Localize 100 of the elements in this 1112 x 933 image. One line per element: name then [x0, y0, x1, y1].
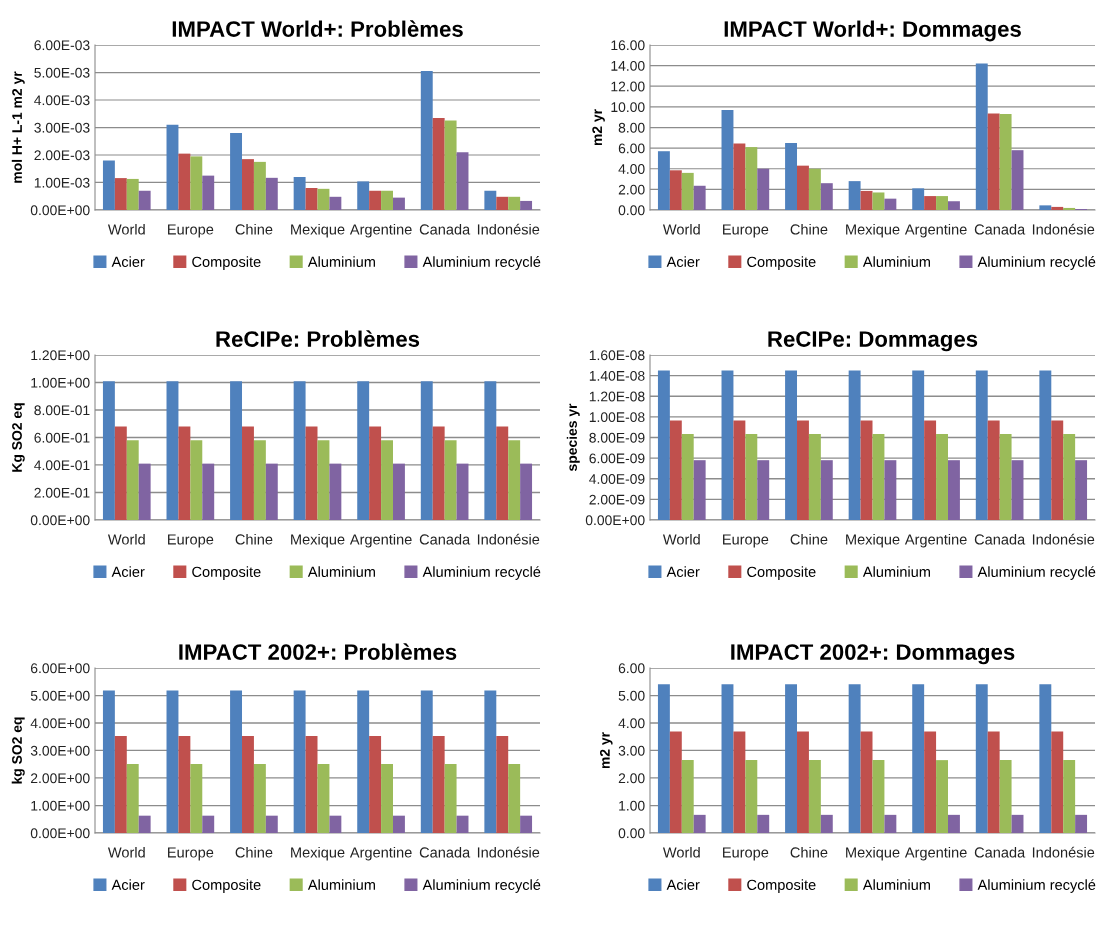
bar — [669, 731, 682, 833]
bar — [392, 197, 405, 210]
bar — [785, 370, 798, 520]
y-tick-label: 4.00 — [618, 164, 645, 174]
bar — [178, 153, 191, 210]
bar — [912, 188, 925, 210]
y-tick-label: 4.00E-01 — [34, 460, 90, 471]
bar — [230, 133, 243, 210]
x-tick-label: Canada — [419, 846, 471, 858]
bar — [1039, 684, 1052, 833]
bar — [305, 735, 318, 833]
bar — [808, 760, 821, 833]
bar — [848, 181, 861, 210]
bar — [317, 188, 330, 210]
bar — [721, 370, 734, 520]
x-tick-label: Indonésie — [1032, 533, 1095, 545]
bar — [126, 440, 139, 520]
bar — [242, 159, 254, 210]
bar — [102, 160, 115, 210]
legend-label: Aluminium recyclé — [422, 256, 541, 270]
bar — [936, 196, 948, 210]
y-tick-label: 5.00E-03 — [34, 67, 90, 78]
x-tick-label: World — [662, 533, 700, 545]
bar — [520, 463, 533, 520]
bar — [230, 690, 243, 833]
bar — [912, 684, 925, 833]
y-tick-label: 0.00E+00 — [30, 205, 90, 216]
legend-label: Composite — [192, 879, 261, 893]
bar — [999, 433, 1012, 520]
bar — [681, 760, 694, 833]
legend-label: Acier — [111, 566, 145, 578]
y-tick-label: 6.00 — [618, 143, 645, 154]
chart-title: IMPACT World+: Problèmes — [172, 20, 463, 37]
y-tick-label: 14.00 — [611, 60, 645, 71]
x-tick-label: Chine — [790, 846, 828, 858]
y-tick-label: 1.20E-08 — [589, 391, 645, 402]
x-tick-label: Indonésie — [1032, 846, 1095, 858]
bar — [242, 426, 254, 520]
bar — [808, 433, 821, 520]
bar — [381, 763, 393, 833]
bar — [230, 381, 243, 520]
x-tick-label: Indonésie — [477, 846, 540, 858]
bar — [456, 152, 469, 210]
bar — [432, 426, 445, 520]
x-tick-label: Mexique — [846, 533, 900, 548]
y-tick-label: 1.00E-08 — [589, 412, 645, 423]
legend-label: Acier — [666, 566, 700, 578]
bar — [924, 196, 937, 210]
bar — [293, 690, 306, 833]
bar — [681, 433, 694, 520]
bar — [987, 731, 1000, 833]
y-tick-label: 5.00E+00 — [30, 690, 90, 701]
bar — [936, 433, 948, 520]
y-axis-title: kg SO2 eq — [11, 717, 25, 784]
bar — [820, 183, 833, 210]
bar — [1051, 731, 1064, 833]
bar — [190, 763, 203, 833]
legend-label: Composite — [747, 879, 816, 893]
bar — [253, 161, 266, 210]
bar — [820, 460, 833, 520]
bar — [126, 178, 139, 210]
bar — [912, 370, 925, 520]
y-tick-label: 1.00E+00 — [31, 800, 90, 811]
y-tick-label: 1.00E-03 — [34, 177, 90, 188]
y-tick-label: 4.00E+00 — [30, 718, 90, 729]
bar — [797, 165, 809, 210]
legend-label: Composite — [747, 256, 816, 270]
bar — [265, 177, 278, 210]
bar — [202, 463, 215, 520]
bar — [166, 124, 179, 210]
bar — [975, 63, 988, 210]
bar — [496, 735, 509, 833]
bar — [329, 815, 342, 833]
y-tick-label: 6.00E+00 — [30, 663, 90, 674]
y-axis-title: mol H+ L-1 m2 yr — [11, 71, 25, 183]
legend-label: Aluminium — [307, 566, 375, 578]
bar — [265, 815, 278, 833]
y-tick-label: 4.00E-03 — [34, 95, 90, 106]
x-tick-label: Mexique — [291, 533, 345, 548]
y-tick-label: 16.00 — [611, 40, 645, 51]
bar — [138, 190, 151, 210]
bar — [872, 433, 885, 520]
bar — [114, 178, 127, 210]
bar — [745, 760, 758, 833]
bar — [444, 440, 457, 520]
legend-label: Composite — [192, 256, 261, 270]
bar — [138, 815, 151, 833]
bar — [999, 760, 1012, 833]
bar — [721, 109, 734, 210]
y-tick-label: 1.20E+00 — [31, 350, 90, 361]
bar — [520, 200, 533, 210]
bar — [114, 735, 127, 833]
bar — [190, 440, 203, 520]
bar — [102, 690, 115, 833]
x-tick-label: Canada — [974, 533, 1026, 545]
x-tick-label: Indonésie — [477, 533, 540, 545]
bar — [520, 815, 533, 833]
bar — [808, 168, 821, 210]
bar — [1051, 206, 1064, 210]
y-tick-label: 3.00E-03 — [34, 122, 90, 133]
